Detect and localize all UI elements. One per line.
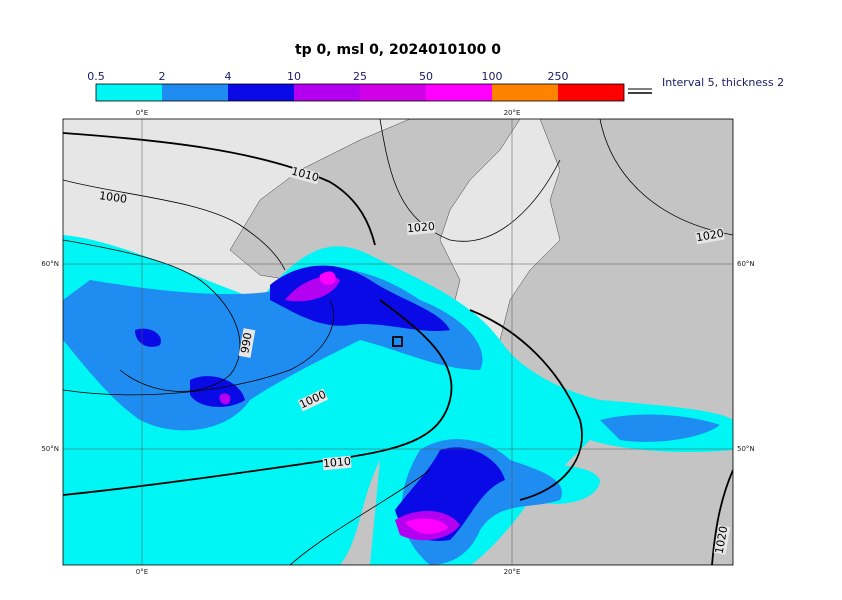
- precip-area: [319, 271, 336, 285]
- contour-label: 1020: [713, 525, 731, 555]
- isobar: [63, 299, 334, 396]
- precip-area: [219, 393, 231, 405]
- colorbar-segment: [96, 84, 162, 101]
- isobar: [711, 469, 733, 565]
- graticule: [63, 119, 733, 565]
- contour-label: 1010: [322, 455, 351, 470]
- isobar: [63, 239, 241, 392]
- isobar: [469, 309, 583, 501]
- isobar: [289, 469, 431, 565]
- contour-label: 1000: [98, 189, 128, 206]
- colorbar-label: 250: [548, 70, 569, 83]
- contour-label: 1020: [695, 227, 725, 245]
- contour-label-bg: [289, 165, 321, 185]
- colorbar-label: 2: [159, 70, 166, 83]
- precip-area: [190, 376, 245, 407]
- contour-label: 1020: [406, 220, 435, 235]
- contour-label-bg: [695, 227, 725, 245]
- colorbar-segment: [162, 84, 228, 101]
- colorbar-segment: [228, 84, 294, 101]
- title: tp 0, msl 0, 2024010100 0: [295, 42, 501, 58]
- contour-label-bg: [406, 220, 436, 236]
- precip-area: [405, 518, 448, 534]
- colorbar-label: 25: [353, 70, 367, 83]
- lon-label: 0°E: [136, 109, 148, 117]
- colorbar-segment: [426, 84, 492, 101]
- colorbar-label: 4: [225, 70, 232, 83]
- colorbar-segment: [360, 84, 426, 101]
- isobar: [599, 119, 733, 236]
- map-body: [63, 119, 733, 565]
- colorbar-segment: [492, 84, 558, 101]
- contour-label-bg: [713, 525, 731, 555]
- lon-label: 20°E: [504, 568, 521, 576]
- lat-label: 60°N: [737, 260, 755, 268]
- precipitation: [63, 235, 733, 565]
- contour-label-bg: [238, 328, 256, 358]
- lon-label: 0°E: [136, 568, 148, 576]
- isobar: [63, 179, 286, 271]
- map-frame: [62, 118, 734, 566]
- precip-area: [600, 414, 720, 442]
- contour-note: Interval 5, thickness 2: [662, 76, 784, 89]
- contour-label-bg: [322, 455, 352, 471]
- isobar: [379, 119, 561, 242]
- lat-label: 50°N: [737, 445, 755, 453]
- contour-label-bg: [98, 190, 128, 206]
- colorbar-label: 0.5: [87, 70, 105, 83]
- contour-label-bg: [297, 388, 329, 412]
- precip-area: [135, 328, 161, 347]
- colorbar-label: 100: [482, 70, 503, 83]
- colorbar-segment: [558, 84, 624, 101]
- lat-label: 50°N: [41, 445, 59, 453]
- colorbar-segment: [294, 84, 360, 101]
- colorbar-frame: [95, 83, 625, 102]
- marker: [392, 336, 403, 347]
- lat-label: 60°N: [41, 260, 59, 268]
- colorbar-label: 50: [419, 70, 433, 83]
- lon-label: 20°E: [504, 109, 521, 117]
- colorbar-label: 10: [287, 70, 301, 83]
- contour-label: 990: [238, 331, 254, 354]
- isobar: [63, 299, 453, 496]
